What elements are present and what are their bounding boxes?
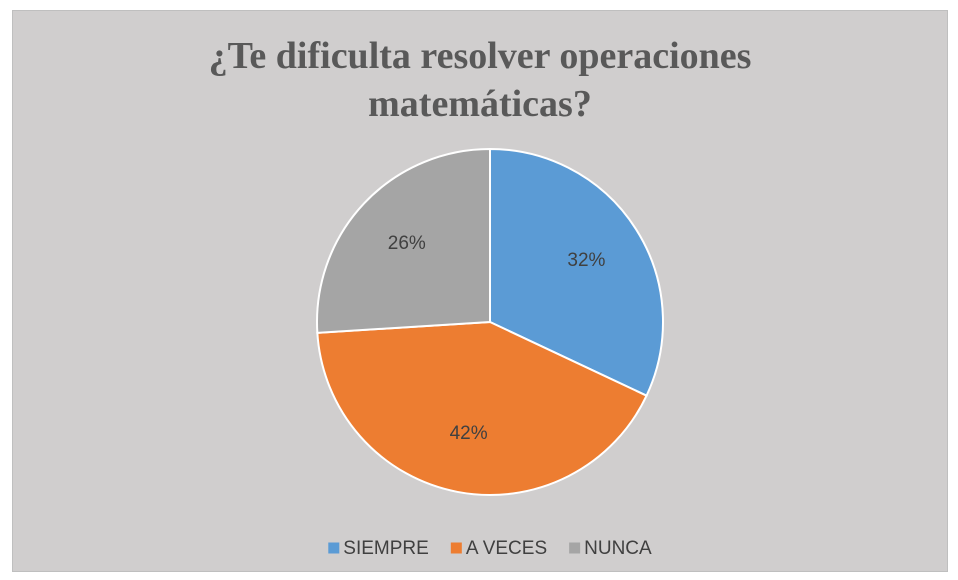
legend-label: SIEMPRE <box>343 538 429 559</box>
legend-label: A VECES <box>466 538 547 559</box>
pie-slice <box>316 147 491 334</box>
legend-swatch <box>450 542 462 554</box>
legend-swatch <box>328 542 340 554</box>
pie-slice <box>316 320 648 497</box>
data-label: 32% <box>567 250 605 271</box>
data-label: 42% <box>450 423 488 444</box>
chart-title: ¿Te dificulta resolver operaciones matem… <box>208 35 752 125</box>
pie-slice <box>489 147 664 397</box>
data-label: 26% <box>388 233 426 254</box>
legend-label: NUNCA <box>584 538 652 559</box>
legend-swatch <box>569 542 581 554</box>
